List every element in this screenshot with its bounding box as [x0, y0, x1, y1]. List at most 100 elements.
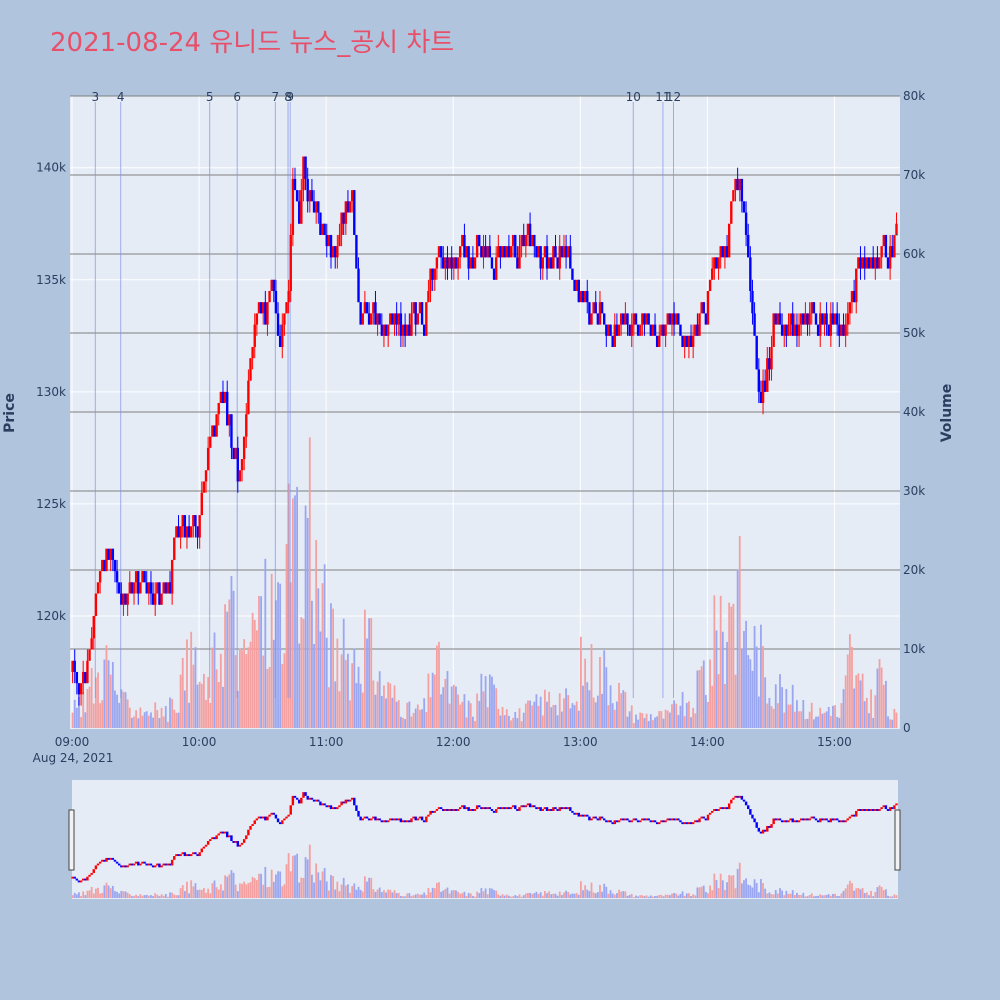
candle-body — [291, 178, 295, 235]
volume-bar — [605, 667, 608, 728]
candle-body — [766, 358, 769, 392]
mini-candle-body — [414, 816, 417, 821]
mini-candle-body — [338, 805, 341, 808]
volume-bar — [241, 650, 243, 728]
mini-volume-bar — [302, 877, 305, 898]
volume-bar — [702, 660, 705, 728]
mini-candle-body — [619, 818, 623, 821]
mini-candle-body — [560, 807, 564, 810]
mini-volume-bar — [527, 892, 529, 898]
mini-volume-bar — [203, 888, 205, 898]
mini-volume-bar — [266, 887, 269, 898]
candle-body — [298, 201, 301, 224]
mini-candle-body — [583, 814, 587, 817]
candle-body — [547, 257, 551, 269]
mini-volume-bar — [796, 892, 798, 898]
candle-body — [295, 190, 299, 202]
mini-candle-body — [708, 812, 712, 815]
mini-candle-body — [630, 820, 633, 823]
mini-candle-body — [408, 820, 411, 823]
mini-candle-body — [569, 807, 572, 811]
candle-body — [425, 302, 428, 336]
news-marker-label: 11 — [655, 90, 670, 104]
mini-volume-bar — [715, 880, 718, 898]
mini-candle-body — [643, 818, 646, 821]
mini-volume-bar — [186, 881, 188, 898]
mini-candle-body — [655, 822, 659, 825]
candle-body — [79, 683, 83, 695]
mini-candle-body — [149, 863, 153, 866]
candle-body — [753, 313, 756, 336]
mini-candle-body — [681, 822, 684, 825]
mini-candle-body — [747, 805, 750, 810]
mini-volume-bar — [787, 893, 790, 898]
mini-volume-bar — [683, 895, 686, 898]
mini-volume-bar — [414, 894, 417, 898]
mini-volume-bar — [406, 893, 409, 898]
volume-bar — [249, 641, 252, 728]
mini-volume-bar — [872, 896, 875, 898]
candle-body — [626, 313, 629, 325]
volume-bar — [128, 707, 131, 728]
candle-body — [359, 302, 362, 325]
volume-bar — [668, 712, 671, 728]
volume-bar — [308, 437, 311, 728]
volume-bar — [393, 685, 396, 728]
volume-bar — [893, 708, 896, 728]
mini-candle-body — [410, 818, 413, 823]
volume-bar — [550, 707, 553, 728]
candle-body — [484, 246, 487, 258]
candle-body — [414, 302, 417, 325]
mini-candle-body — [107, 857, 110, 860]
candle-body — [156, 582, 159, 594]
candle-body — [668, 313, 672, 325]
range-slider-left-handle[interactable] — [68, 809, 75, 871]
mini-candle-body — [797, 820, 801, 823]
mini-candle-body — [488, 807, 492, 810]
volume-bar — [787, 704, 790, 728]
mini-volume-bar — [488, 888, 491, 898]
volume-bar — [243, 639, 246, 728]
x-tick-label: 15:00 — [817, 735, 852, 749]
range-slider[interactable] — [68, 780, 901, 899]
candle-body — [213, 425, 216, 437]
mini-volume-bar — [75, 894, 78, 898]
mini-candle-body — [499, 807, 502, 810]
range-slider-right-handle[interactable] — [894, 809, 901, 871]
mini-candle-body — [564, 807, 568, 810]
mini-volume-bar — [717, 888, 720, 898]
mini-volume-bar — [798, 894, 800, 898]
mini-volume-bar — [459, 893, 462, 898]
mini-volume-bar — [219, 884, 222, 898]
mini-candle-body — [685, 822, 689, 825]
volume-bar — [855, 675, 858, 728]
volume-bar — [757, 696, 760, 728]
volume-bar — [571, 703, 574, 728]
mini-candle-body — [749, 809, 752, 815]
candle-body — [831, 313, 835, 325]
volume-bar — [260, 596, 262, 728]
volume-bar — [713, 595, 716, 728]
mini-volume-bar — [853, 890, 856, 898]
mini-volume-bar — [340, 884, 343, 898]
mini-volume-bar — [147, 895, 150, 898]
mini-candle-body — [558, 807, 561, 811]
mini-volume-bar — [865, 892, 868, 898]
candle-body — [126, 593, 129, 605]
mini-candle-body — [177, 854, 180, 857]
candle-body — [609, 324, 612, 336]
candle-body — [71, 660, 74, 672]
mini-volume-bar — [230, 870, 233, 898]
volume-bar — [429, 697, 432, 728]
candle-body — [363, 302, 367, 314]
volume-bar — [336, 638, 339, 728]
mini-volume-bar — [200, 889, 203, 898]
mini-candle-body — [478, 805, 481, 808]
candle-body — [84, 671, 87, 684]
mini-candle-body — [422, 820, 426, 823]
y2-tick-label: 10k — [903, 642, 925, 656]
candle-body — [666, 313, 669, 325]
volume-bar — [607, 705, 610, 728]
mini-volume-bar — [679, 893, 682, 898]
mini-candle-body — [467, 807, 470, 811]
